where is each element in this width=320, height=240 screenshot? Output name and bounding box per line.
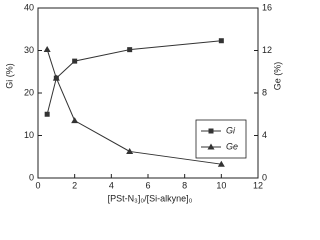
y-tick-label: 0: [29, 172, 34, 182]
x-tick-label: 4: [109, 180, 114, 190]
marker: [207, 143, 215, 150]
marker: [52, 74, 60, 81]
marker: [44, 111, 50, 117]
x-axis-label: [PSt-N₃]₀/[Si-alkyne]₀: [108, 193, 193, 203]
y-tick-label: 20: [24, 87, 34, 97]
marker: [43, 45, 51, 52]
series-line: [46, 49, 222, 165]
x-tick-label: 0: [35, 180, 40, 190]
legend-label: Ge: [226, 141, 238, 151]
y-tick-label: 10: [24, 130, 34, 140]
legend-label: Gi: [226, 125, 236, 135]
series-line: [46, 40, 222, 115]
y2-axis-label: Ge (%): [272, 62, 282, 91]
y2-tick-label: 8: [262, 87, 267, 97]
marker: [71, 117, 79, 124]
chart: [PSt-N₃]₀/[Si-alkyne]₀ Gi (%) Ge (%) 0 2 4…: [4, 2, 282, 203]
x-tick-label: 8: [182, 180, 187, 190]
legend-box: [195, 119, 247, 159]
page: {"chart_data":{"type":"line", "x_label":…: [4, 2, 283, 204]
y-tick-label: 30: [24, 45, 34, 55]
y2-tick-label: 12: [262, 45, 272, 55]
x-tick-label: 12: [253, 180, 263, 190]
marker: [217, 160, 225, 167]
x-tick-label: 6: [145, 180, 150, 190]
y-axis-label: Gi (%): [4, 63, 14, 89]
marker: [208, 128, 214, 134]
marker: [218, 38, 224, 44]
y2-tick-label: 16: [262, 2, 272, 12]
y-tick-label: 40: [24, 2, 34, 12]
x-tick-label: 10: [216, 180, 226, 190]
y2-tick-label: 0: [262, 172, 267, 182]
marker: [126, 147, 134, 154]
marker: [72, 58, 78, 64]
marker: [127, 47, 133, 53]
x-tick-label: 2: [72, 180, 77, 190]
y2-tick-label: 4: [262, 130, 267, 140]
